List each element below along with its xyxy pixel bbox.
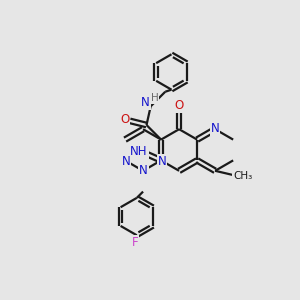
Text: N: N (158, 155, 167, 168)
Text: NH: NH (130, 145, 148, 158)
Text: F: F (131, 236, 138, 249)
Text: H: H (151, 93, 158, 103)
Text: O: O (175, 99, 184, 112)
Text: O: O (120, 113, 130, 126)
Text: N: N (122, 155, 130, 168)
Text: N: N (211, 122, 220, 135)
Text: CH₃: CH₃ (233, 171, 252, 181)
Text: N: N (141, 96, 150, 109)
Text: N: N (139, 164, 148, 177)
